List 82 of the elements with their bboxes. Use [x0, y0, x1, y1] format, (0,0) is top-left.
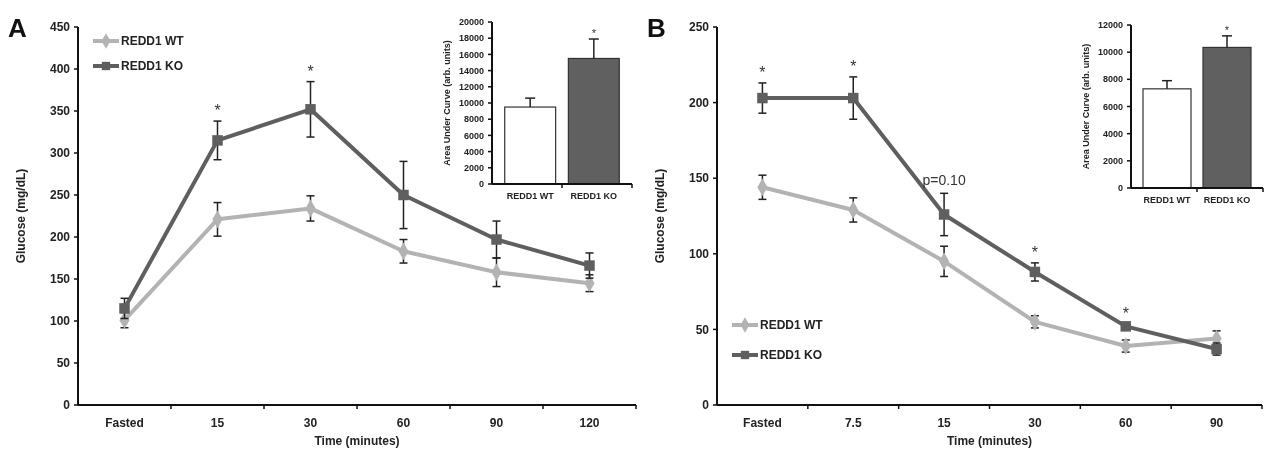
y-tick-label: 8000 [463, 114, 484, 125]
annotation: * [1031, 244, 1039, 262]
x-axis-title: Time (minutes) [314, 434, 400, 448]
y-tick-label: 10000 [1097, 47, 1123, 58]
y-tick-label: 0 [1117, 183, 1123, 194]
annotation: * [1224, 24, 1230, 37]
x-tick-label: REDD1 WT [506, 191, 555, 201]
point [212, 135, 223, 146]
y-axis-title: Area Under Curve (arb. units) [1081, 43, 1091, 170]
y-tick-label: 200 [49, 230, 71, 245]
point [938, 209, 950, 220]
x-axis-title: Time (minutes) [946, 434, 1033, 448]
x-tick-label: 90 [1209, 416, 1224, 430]
x-tick-label: 30 [303, 416, 318, 430]
y-tick-label: 150 [49, 272, 71, 287]
y-tick-label: 50 [56, 356, 71, 371]
y-tick-label: 8000 [1102, 74, 1123, 85]
y-tick-label: 14000 [458, 65, 484, 76]
point [757, 92, 768, 104]
point [584, 260, 595, 271]
y-tick-label: 2000 [463, 162, 484, 173]
y-axis-title: Glucose (mg/dL) [653, 168, 667, 264]
x-tick-label: REDD1 KO [1203, 195, 1251, 205]
y-tick-label: 6000 [463, 130, 484, 141]
y-tick-label: 150 [688, 171, 710, 186]
y-tick-label: 350 [49, 104, 71, 119]
x-tick-label: 60 [396, 416, 411, 430]
point [1120, 321, 1131, 332]
y-tick-label: 250 [688, 20, 710, 35]
annotation: * [759, 64, 766, 82]
point [848, 92, 859, 104]
x-tick-label: 30 [1028, 416, 1042, 430]
x-tick-label: REDD1 WT [1143, 195, 1191, 205]
y-tick-label: 4000 [463, 146, 484, 157]
y-tick-label: 4000 [1102, 128, 1123, 139]
x-tick-label: 60 [1119, 416, 1133, 430]
x-tick-label: Fasted [743, 416, 782, 430]
y-tick-label: 0 [478, 179, 484, 190]
chart-title: B [647, 13, 666, 43]
legend-label: REDD1 WT [760, 318, 824, 333]
annotation: * [307, 62, 314, 80]
y-tick-label: 400 [49, 62, 71, 77]
x-tick-label: 15 [937, 416, 952, 430]
y-tick-label: 0 [702, 398, 710, 413]
x-tick-label: 7.5 [844, 416, 862, 430]
y-tick-label: 100 [688, 247, 710, 261]
legend-label: REDD1 WT [121, 34, 185, 49]
y-tick-label: 10000 [458, 98, 484, 109]
legend-label: REDD1 KO [760, 348, 823, 363]
x-tick-label: 90 [489, 416, 504, 430]
y-tick-label: 12000 [458, 81, 484, 92]
x-tick-label: 15 [210, 416, 225, 430]
y-tick-label: 18000 [458, 33, 484, 44]
annotation: p=0.10 [922, 172, 966, 189]
y-tick-label: 16000 [458, 49, 484, 60]
y-tick-label: 12000 [1097, 20, 1123, 31]
point [305, 104, 316, 115]
y-tick-label: 300 [49, 146, 71, 161]
point [119, 303, 130, 314]
y-tick-label: 50 [695, 322, 710, 337]
y-tick-label: 2000 [1102, 155, 1123, 166]
annotation: * [1122, 304, 1129, 322]
y-tick-label: 250 [49, 188, 71, 203]
annotation: * [214, 102, 221, 120]
x-tick-label: 120 [579, 416, 600, 430]
legend-label: REDD1 KO [121, 59, 184, 74]
chart-title: A [8, 13, 27, 43]
y-tick-label: 100 [49, 314, 71, 329]
x-tick-label: REDD1 KO [570, 191, 618, 201]
y-tick-label: 0 [63, 398, 71, 413]
y-tick-label: 20000 [458, 17, 484, 28]
point [1029, 266, 1041, 278]
y-axis-title: Area Under Curve (arb. units) [442, 40, 452, 166]
point [398, 189, 409, 201]
point [491, 234, 502, 245]
annotation: * [591, 27, 597, 40]
y-tick-label: 6000 [1102, 101, 1123, 112]
y-tick-label: 450 [49, 20, 71, 35]
x-tick-label: Fasted [105, 416, 144, 430]
annotation: * [850, 58, 857, 76]
y-axis-title: Glucose (mg/dL) [14, 168, 28, 264]
y-tick-label: 200 [688, 95, 710, 110]
